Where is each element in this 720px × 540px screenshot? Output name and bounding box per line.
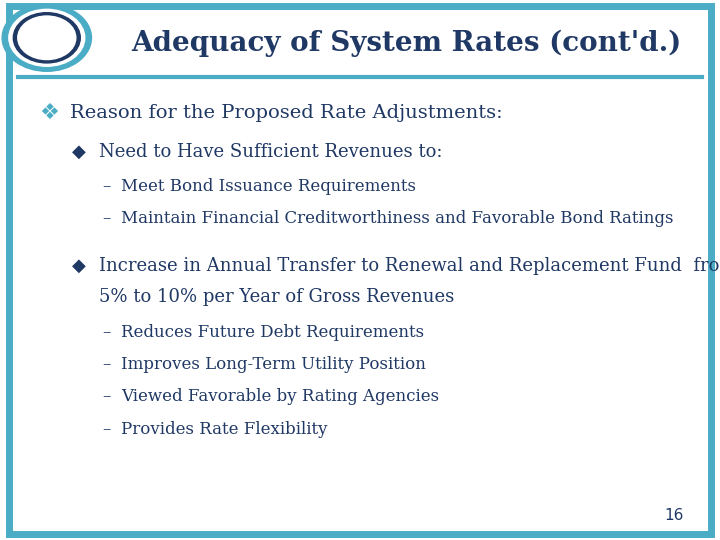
Text: ❖: ❖: [40, 103, 60, 124]
Text: Maintain Financial Creditworthiness and Favorable Bond Ratings: Maintain Financial Creditworthiness and …: [121, 210, 673, 227]
Text: 5% to 10% per Year of Gross Revenues: 5% to 10% per Year of Gross Revenues: [99, 288, 454, 306]
Text: Need to Have Sufficient Revenues to:: Need to Have Sufficient Revenues to:: [99, 143, 443, 161]
Text: Adequacy of System Rates (cont'd.): Adequacy of System Rates (cont'd.): [132, 30, 682, 57]
Text: Viewed Favorable by Rating Agencies: Viewed Favorable by Rating Agencies: [121, 388, 439, 406]
Text: ◆: ◆: [72, 143, 86, 161]
FancyBboxPatch shape: [9, 6, 711, 534]
Circle shape: [18, 16, 76, 59]
Text: –: –: [102, 388, 111, 406]
Text: –: –: [102, 323, 111, 341]
Text: Increase in Annual Transfer to Renewal and Replacement Fund  from: Increase in Annual Transfer to Renewal a…: [99, 256, 720, 275]
Text: 16: 16: [665, 508, 684, 523]
Text: Improves Long-Term Utility Position: Improves Long-Term Utility Position: [121, 356, 426, 373]
Text: –: –: [102, 356, 111, 373]
Circle shape: [9, 9, 85, 66]
Text: Reason for the Proposed Rate Adjustments:: Reason for the Proposed Rate Adjustments…: [70, 104, 503, 123]
Text: Reduces Future Debt Requirements: Reduces Future Debt Requirements: [121, 323, 424, 341]
Text: –: –: [102, 210, 111, 227]
Text: Provides Rate Flexibility: Provides Rate Flexibility: [121, 421, 328, 438]
Text: ◆: ◆: [72, 256, 86, 275]
Circle shape: [14, 12, 81, 63]
Text: –: –: [102, 421, 111, 438]
Text: –: –: [102, 178, 111, 195]
Text: Meet Bond Issuance Requirements: Meet Bond Issuance Requirements: [121, 178, 416, 195]
Circle shape: [2, 4, 91, 71]
